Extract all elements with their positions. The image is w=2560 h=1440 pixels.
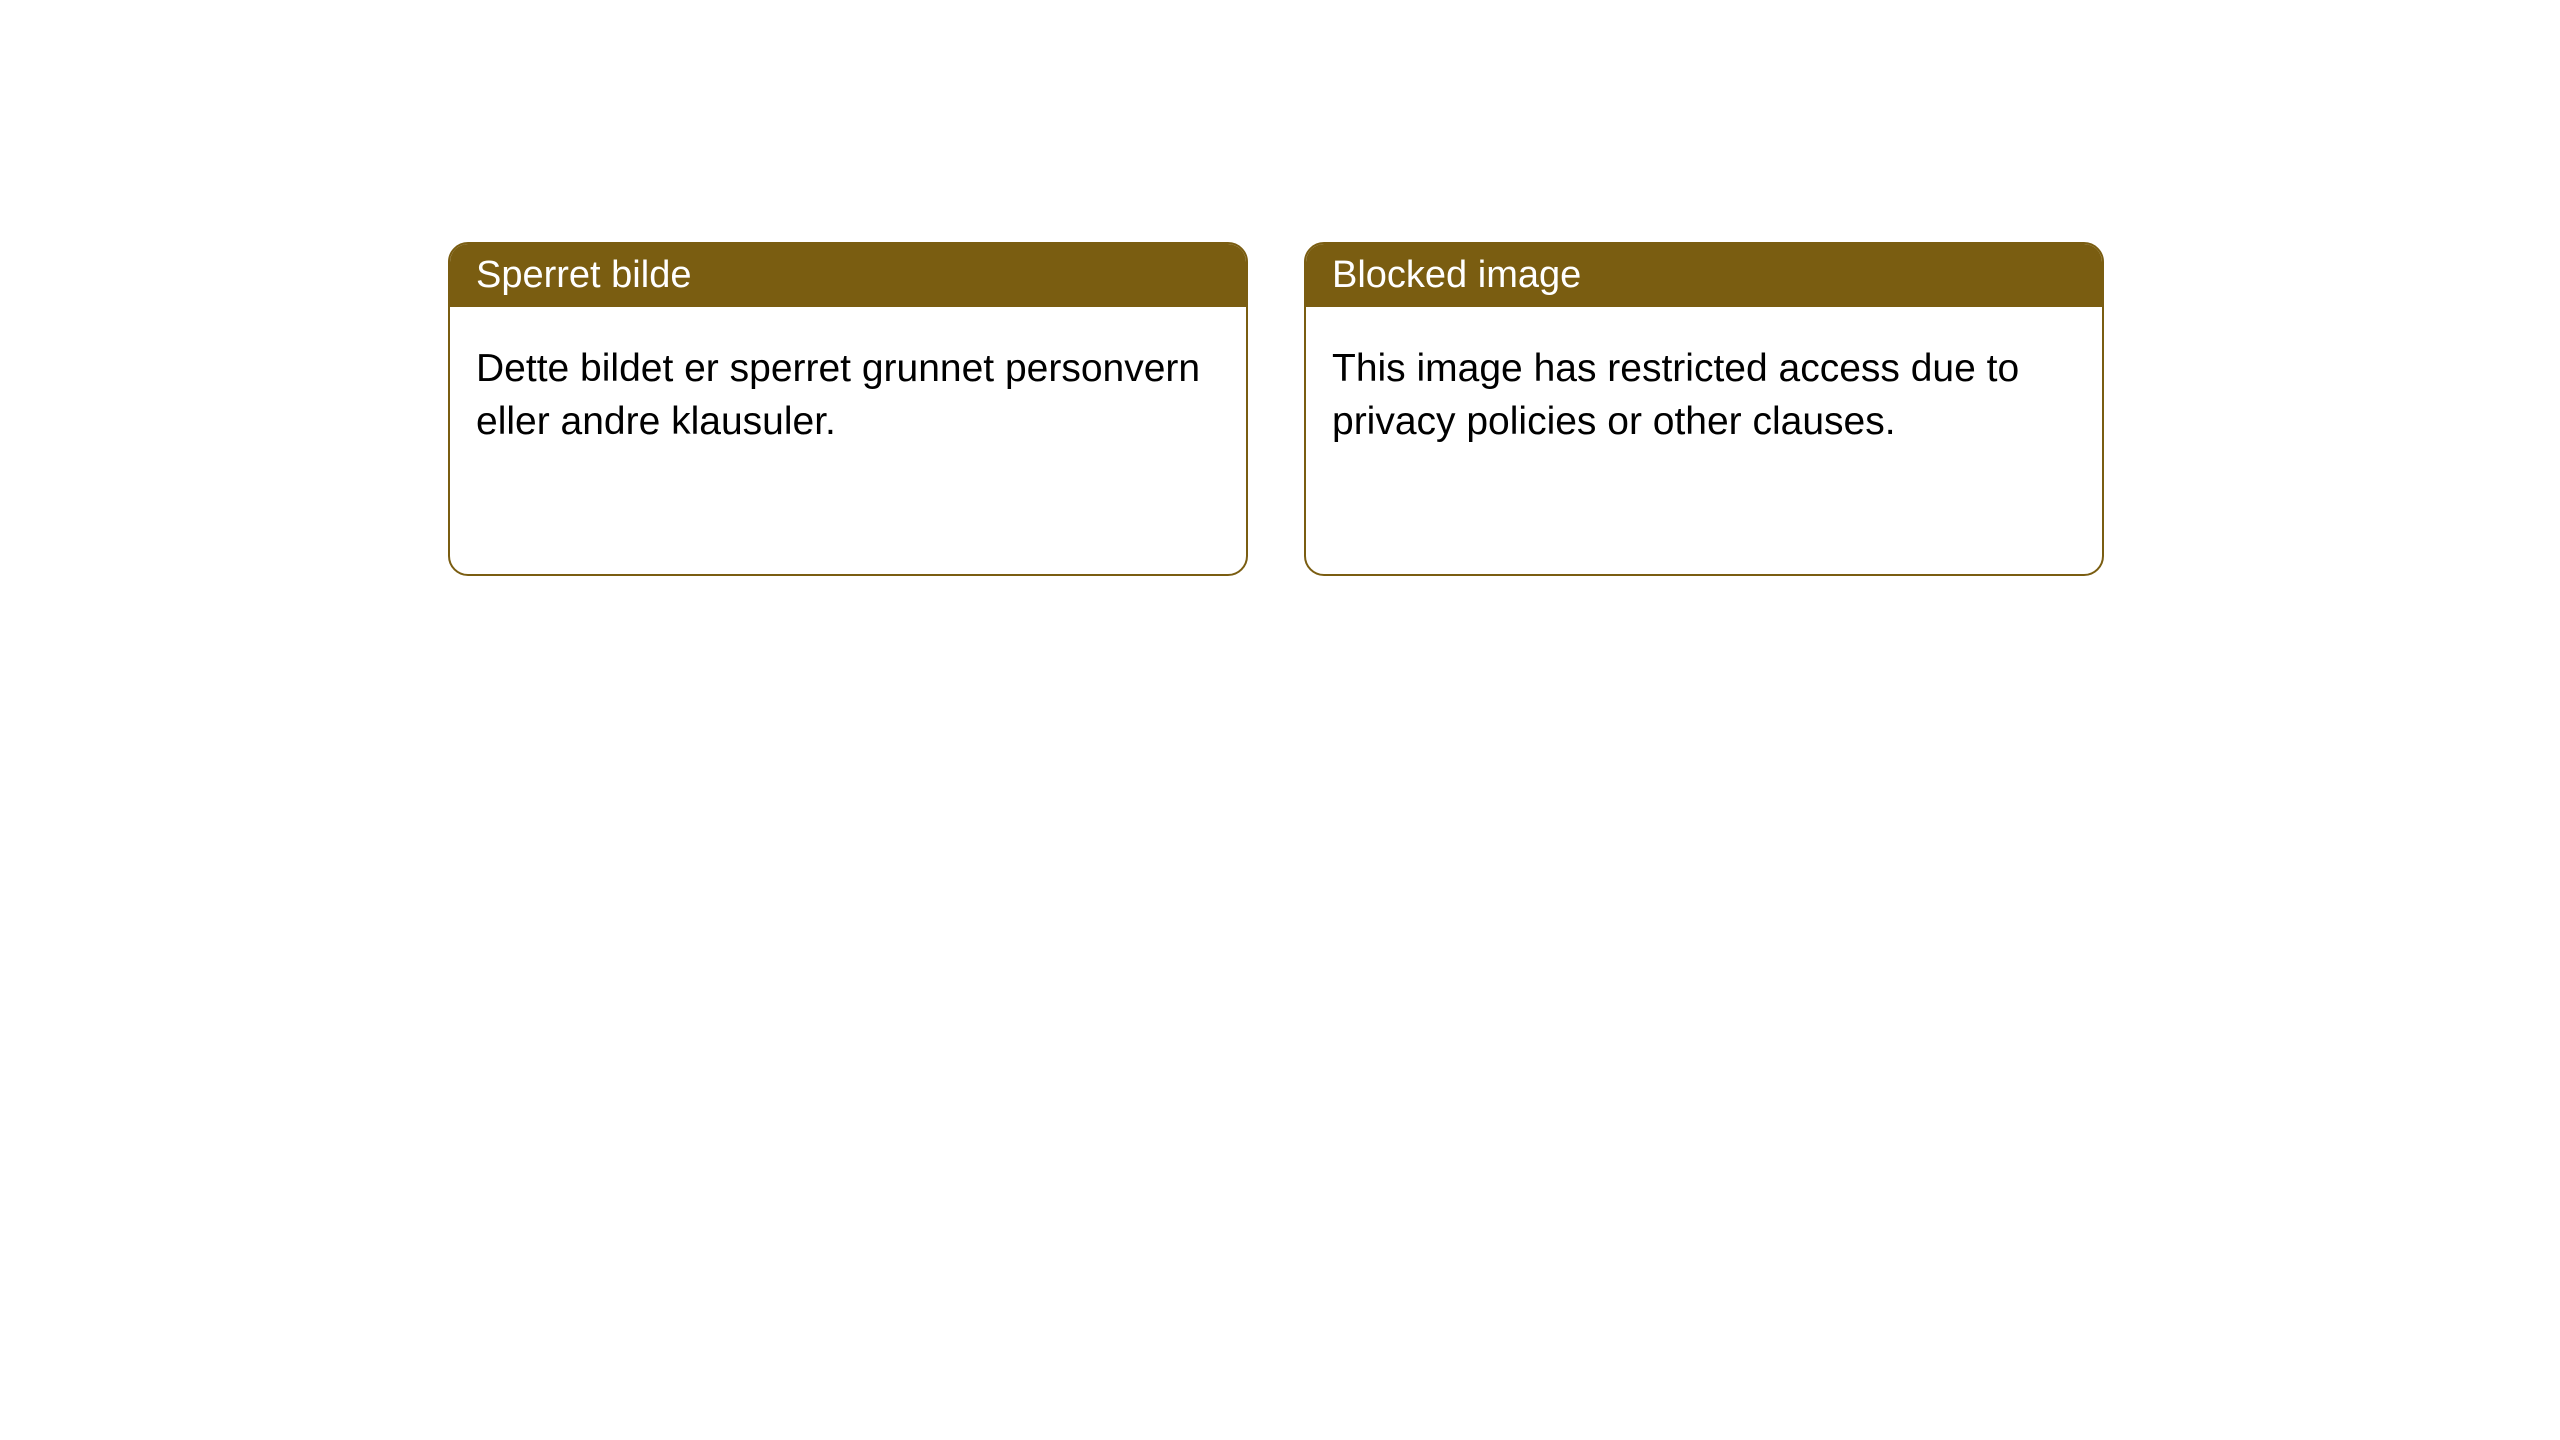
card-title-no: Sperret bilde xyxy=(476,254,691,296)
blocked-image-card-no: Sperret bilde Dette bildet er sperret gr… xyxy=(448,242,1248,576)
card-text-en: This image has restricted access due to … xyxy=(1332,347,2019,443)
card-header-en: Blocked image xyxy=(1306,244,2102,307)
blocked-image-card-en: Blocked image This image has restricted … xyxy=(1304,242,2104,576)
card-text-no: Dette bildet er sperret grunnet personve… xyxy=(476,347,1200,443)
card-header-no: Sperret bilde xyxy=(450,244,1246,307)
card-body-no: Dette bildet er sperret grunnet personve… xyxy=(450,307,1246,484)
card-title-en: Blocked image xyxy=(1332,254,1581,296)
card-body-en: This image has restricted access due to … xyxy=(1306,307,2102,484)
notice-container: Sperret bilde Dette bildet er sperret gr… xyxy=(0,0,2560,576)
